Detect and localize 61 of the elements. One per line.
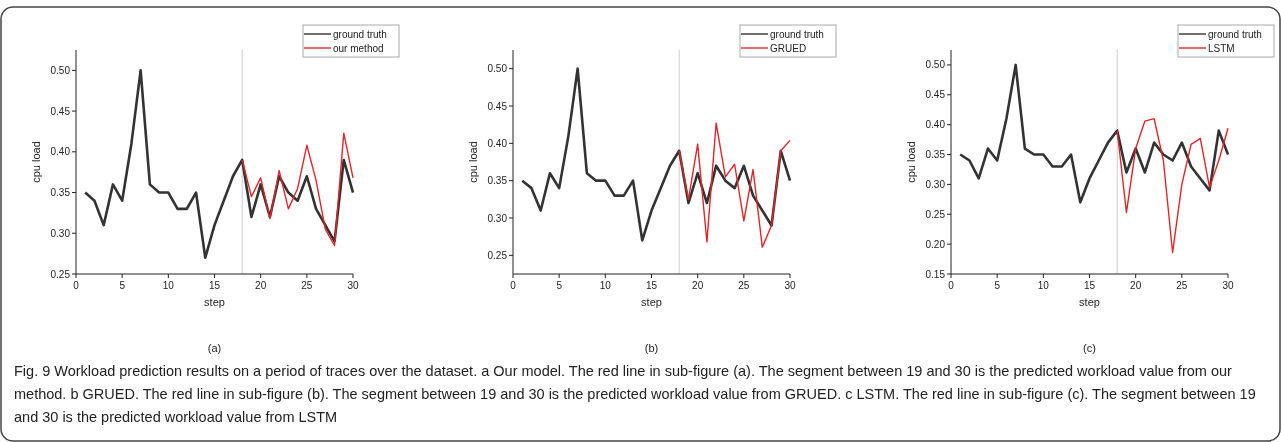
legend-label: ground truth [333, 29, 387, 40]
legend-label: our method [333, 43, 384, 54]
text: (b) [644, 342, 659, 354]
line-series [678, 122, 791, 248]
x-tick-label: 15 [645, 280, 658, 291]
x-tick-label: 30 [347, 280, 359, 291]
legend-label: ground truth [770, 29, 824, 40]
y-tick-label: 0.30 [925, 178, 946, 190]
legend-label: ground truth [1208, 29, 1262, 40]
line-series [1116, 117, 1229, 254]
x-axis-title: step [204, 296, 225, 308]
x-tick-label: 5 [994, 280, 1001, 291]
x-axis-title: step [641, 296, 662, 308]
x-tick-label: 25 [1176, 280, 1188, 291]
y-tick-label: 0.50 [925, 59, 946, 71]
x-tick-label: 15 [208, 280, 221, 291]
y-tick-label: 0.30 [50, 227, 71, 239]
x-tick-label: 30 [784, 280, 796, 291]
x-tick-label: 25 [738, 280, 750, 291]
y-tick-label: 0.35 [487, 175, 508, 187]
y-tick-label: 0.45 [925, 89, 946, 101]
x-tick-label: 0 [948, 280, 955, 291]
y-tick-label: 0.45 [487, 100, 508, 112]
y-tick-label: 0.40 [50, 146, 71, 158]
y-tick-label: 0.25 [925, 208, 946, 220]
y-tick-label: 0.50 [487, 63, 508, 75]
x-tick-label: 15 [1083, 280, 1096, 291]
x-tick-label: 5 [556, 280, 563, 291]
x-tick-label: 10 [599, 280, 612, 291]
y-tick-label: 0.35 [50, 187, 71, 199]
caption: Fig. 9 Workload prediction results on a period of traces over the dataset. a Our model. The red line in sub-figure (a). The segment between 19 and 30 is the predicted workload value from our method. b GRUED. The red line in sub-figure (b). The segment between 19 and 30 is the predicted workload value from GRUED. c LSTM. The red line in sub-figure (c). The segment between 19 and 30 is the predicted workload value from LSTM [14, 363, 1256, 425]
y-tick-label: 0.45 [50, 105, 71, 117]
y-tick-label: 0.35 [925, 149, 946, 161]
legend-label: GRUED [770, 43, 807, 54]
y-axis-title: cpu load [30, 141, 42, 183]
y-tick-label: 0.40 [487, 137, 508, 149]
x-axis-title: step [1079, 296, 1100, 308]
y-tick-label: 0.25 [487, 249, 508, 261]
y-tick-label: 0.30 [487, 212, 508, 224]
y-axis-title: cpu load [467, 141, 479, 183]
x-tick-label: 30 [1222, 280, 1234, 291]
y-axis-title: cpu load [905, 141, 917, 183]
text: (a) [207, 342, 222, 354]
x-tick-label: 0 [510, 280, 517, 291]
y-tick-label: 0.20 [925, 238, 946, 250]
x-tick-label: 10 [162, 280, 175, 291]
line-series [958, 63, 1230, 204]
x-tick-label: 20 [1130, 280, 1142, 291]
line-series [241, 132, 354, 247]
x-tick-label: 5 [119, 280, 126, 291]
legend-label: LSTM [1208, 43, 1235, 54]
x-tick-label: 10 [1037, 280, 1050, 291]
text: (c) [1083, 342, 1096, 354]
y-tick-label: 0.40 [925, 119, 946, 131]
y-tick-label: 0.50 [50, 64, 71, 76]
y-tick-label: 0.15 [925, 268, 946, 280]
x-tick-label: 0 [73, 280, 80, 291]
x-tick-label: 20 [692, 280, 704, 291]
x-tick-label: 20 [255, 280, 267, 291]
y-tick-label: 0.25 [50, 268, 71, 280]
x-tick-label: 25 [301, 280, 313, 291]
